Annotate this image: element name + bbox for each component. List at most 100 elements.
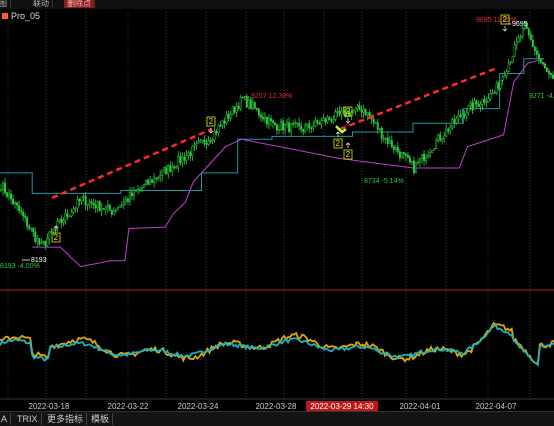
tab-trix[interactable]: TRIX [14,413,42,425]
candle-body [124,198,127,202]
candle-body [179,155,182,163]
price-label: 9271 -4. [529,93,554,100]
candle-body [404,153,407,156]
candle-body [223,120,226,124]
candle-body [306,123,309,127]
candle-body [98,201,101,212]
candle-body [316,120,319,124]
price-label: 8193 -4.00% [0,263,40,270]
candle-body [128,192,131,202]
candle-body [94,204,97,209]
candle-body [274,122,276,126]
candle-body [153,177,156,184]
candle-body [68,215,71,218]
tab-a[interactable]: A [0,413,12,425]
candle-body [390,140,393,148]
trend-line-1 [51,127,213,199]
candle-body [372,118,375,123]
top-toolbar: 图 联动 删除点 [0,0,554,9]
candle-body [183,156,186,161]
candle-body [523,22,526,29]
candle-body [380,127,383,139]
candle-body [102,208,105,210]
tab-templates[interactable]: 模板 [88,413,114,425]
candle-body [270,118,272,122]
candle-body [225,113,228,124]
candle-body [525,22,528,30]
candle-body [120,204,123,207]
candle-body [352,110,355,113]
trend-lines [51,66,499,199]
candle-body [296,122,299,125]
candle-body [388,140,391,144]
trend-line-2 [339,66,499,131]
candle-body [431,150,434,153]
candle-body [227,113,230,119]
candle-body [548,71,550,74]
candle-body [310,127,313,130]
tab-more-indicators[interactable]: 更多指标 [44,413,88,425]
toolbar-item-chart[interactable]: 图 [0,0,11,8]
candle-body [201,139,204,142]
candle-body [392,146,395,150]
candle-body [374,122,377,124]
candle-body [24,215,27,218]
candle-body [290,123,293,132]
signal-arrow [335,131,341,137]
candle-body [159,175,162,178]
signal-arrow [53,225,59,231]
candle-body [80,196,83,202]
candle-body [324,118,327,123]
candle-body [286,122,289,125]
candle-body [475,100,478,105]
candle-body [451,119,454,128]
signal-box [206,116,216,127]
candle-body [221,120,224,126]
candle-body [231,106,234,115]
candle-body [326,117,329,123]
candle-body [161,169,164,176]
candle-body [165,167,168,175]
candle-body [137,189,139,192]
candle-body [215,131,218,134]
candle-body [171,166,174,172]
candle-body [267,118,270,125]
candle-body [322,118,325,122]
candle-body [191,145,194,157]
candle-body [433,148,436,151]
candle-body [42,241,45,244]
candle-body [336,110,339,113]
candle-body [409,157,411,163]
x-tick-label: 2022-03-28 [256,402,297,411]
candle-body [139,188,141,191]
candle-body [541,62,544,65]
envelope-lines [0,58,545,268]
candle-body [406,155,409,158]
signal-arrow [345,142,351,148]
candle-body [249,99,252,110]
candle-body [84,195,87,206]
candle-body [467,105,470,114]
indicator-legend[interactable]: Pro_05 [2,11,40,21]
x-tick-label: 2022-04-07 [476,402,517,411]
candle-body [439,134,442,141]
candle-body [235,105,238,113]
candle-body [314,120,317,127]
signal-box [333,138,343,149]
candle-body [292,123,295,125]
candle-body [2,183,4,191]
x-axis: 2022-03-18 2022-03-22 2022-03-24 2022-03-28… [29,401,517,412]
candle-body [376,122,379,130]
signal-box [343,106,353,117]
candle-body [30,228,33,230]
toolbar-item-link[interactable]: 联动 [30,0,53,8]
candle-body [26,217,29,227]
candle-body [421,153,423,159]
oscillator-panel [0,321,554,367]
candle-body [419,158,421,163]
candle-body [251,102,254,110]
candle-body [126,198,129,202]
candle-body [64,213,67,221]
toolbar-item-delete-point[interactable]: 删除点 [64,0,95,8]
